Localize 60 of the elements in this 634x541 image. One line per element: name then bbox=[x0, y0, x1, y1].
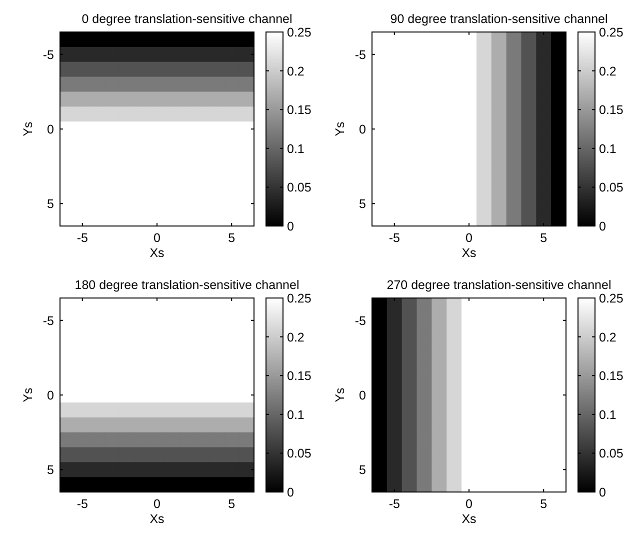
y-axis-title: Ys bbox=[333, 388, 347, 402]
x-tick-label: 0 bbox=[466, 231, 473, 245]
x-axis-title: Xs bbox=[150, 246, 164, 260]
color-bar-label: 0.15 bbox=[287, 103, 312, 118]
chart-title: 90 degree translation-sensitive channel bbox=[390, 12, 608, 26]
color-bar-label: 0.25 bbox=[287, 292, 312, 306]
color-bar-label: 0.25 bbox=[599, 26, 624, 40]
color-bar-label: 0.2 bbox=[287, 64, 304, 78]
color-bar-label: 0.25 bbox=[287, 26, 312, 40]
y-axis-title: Ys bbox=[21, 388, 35, 402]
x-tick-label: 5 bbox=[540, 497, 548, 511]
chart-title: 270 degree translation-sensitive channel bbox=[386, 278, 612, 292]
color-bar-label: 0.05 bbox=[287, 446, 312, 461]
color-bar-label: 0 bbox=[599, 220, 606, 234]
y-tick-label: 0 bbox=[47, 122, 54, 136]
y-tick-label: 5 bbox=[47, 463, 54, 478]
x-axis-title: Xs bbox=[150, 512, 164, 526]
x-tick-label: 5 bbox=[540, 231, 548, 245]
x-tick-label: 5 bbox=[228, 497, 236, 511]
color-bar-label: 0 bbox=[287, 220, 294, 234]
x-tick-label: 0 bbox=[154, 497, 161, 511]
x-axis-title: Xs bbox=[462, 246, 476, 260]
y-tick-label: 5 bbox=[359, 463, 366, 478]
x-tick-label: -5 bbox=[76, 231, 88, 245]
y-tick-label: -5 bbox=[42, 314, 54, 328]
x-tick-label: -5 bbox=[388, 231, 400, 245]
color-bar-label: 0.2 bbox=[599, 330, 616, 344]
color-bar-label: 0.2 bbox=[599, 64, 616, 78]
color-bar-label: 0.05 bbox=[599, 446, 624, 461]
color-bar-label: 0.25 bbox=[599, 292, 624, 306]
chart-title: 180 degree translation-sensitive channel bbox=[74, 278, 300, 292]
color-bar-label: 0 bbox=[287, 486, 294, 500]
x-axis-title: Xs bbox=[462, 512, 476, 526]
y-tick-label: 0 bbox=[359, 388, 366, 402]
y-axis-title: Ys bbox=[333, 122, 347, 136]
color-bar-label: 0.2 bbox=[287, 330, 304, 344]
color-bar-label: 0.1 bbox=[287, 408, 304, 422]
y-tick-label: 0 bbox=[359, 122, 366, 136]
x-tick-label: 0 bbox=[466, 497, 473, 511]
color-bar-label: 0.05 bbox=[599, 180, 624, 195]
color-bar-label: 0.1 bbox=[287, 142, 304, 156]
color-bar-label: 0.1 bbox=[599, 142, 616, 156]
color-bar-label: 0.15 bbox=[599, 369, 624, 384]
y-tick-label: -5 bbox=[354, 314, 366, 328]
color-bar-label: 0.15 bbox=[287, 369, 312, 384]
color-bar-label: 0.1 bbox=[599, 408, 616, 422]
x-tick-label: -5 bbox=[388, 497, 400, 511]
y-tick-label: 5 bbox=[47, 197, 54, 212]
color-bar-label: 0 bbox=[599, 486, 606, 500]
y-tick-label: -5 bbox=[42, 48, 54, 62]
y-tick-label: -5 bbox=[354, 48, 366, 62]
y-tick-label: 0 bbox=[47, 388, 54, 402]
color-bar-label: 0.15 bbox=[599, 103, 624, 118]
x-tick-label: 0 bbox=[154, 231, 161, 245]
y-tick-label: 5 bbox=[359, 197, 366, 212]
chart-title: 0 degree translation-sensitive channel bbox=[82, 12, 292, 26]
color-bar-label: 0.05 bbox=[287, 180, 312, 195]
x-tick-label: -5 bbox=[76, 497, 88, 511]
y-axis-title: Ys bbox=[21, 122, 35, 136]
x-tick-label: 5 bbox=[228, 231, 236, 245]
